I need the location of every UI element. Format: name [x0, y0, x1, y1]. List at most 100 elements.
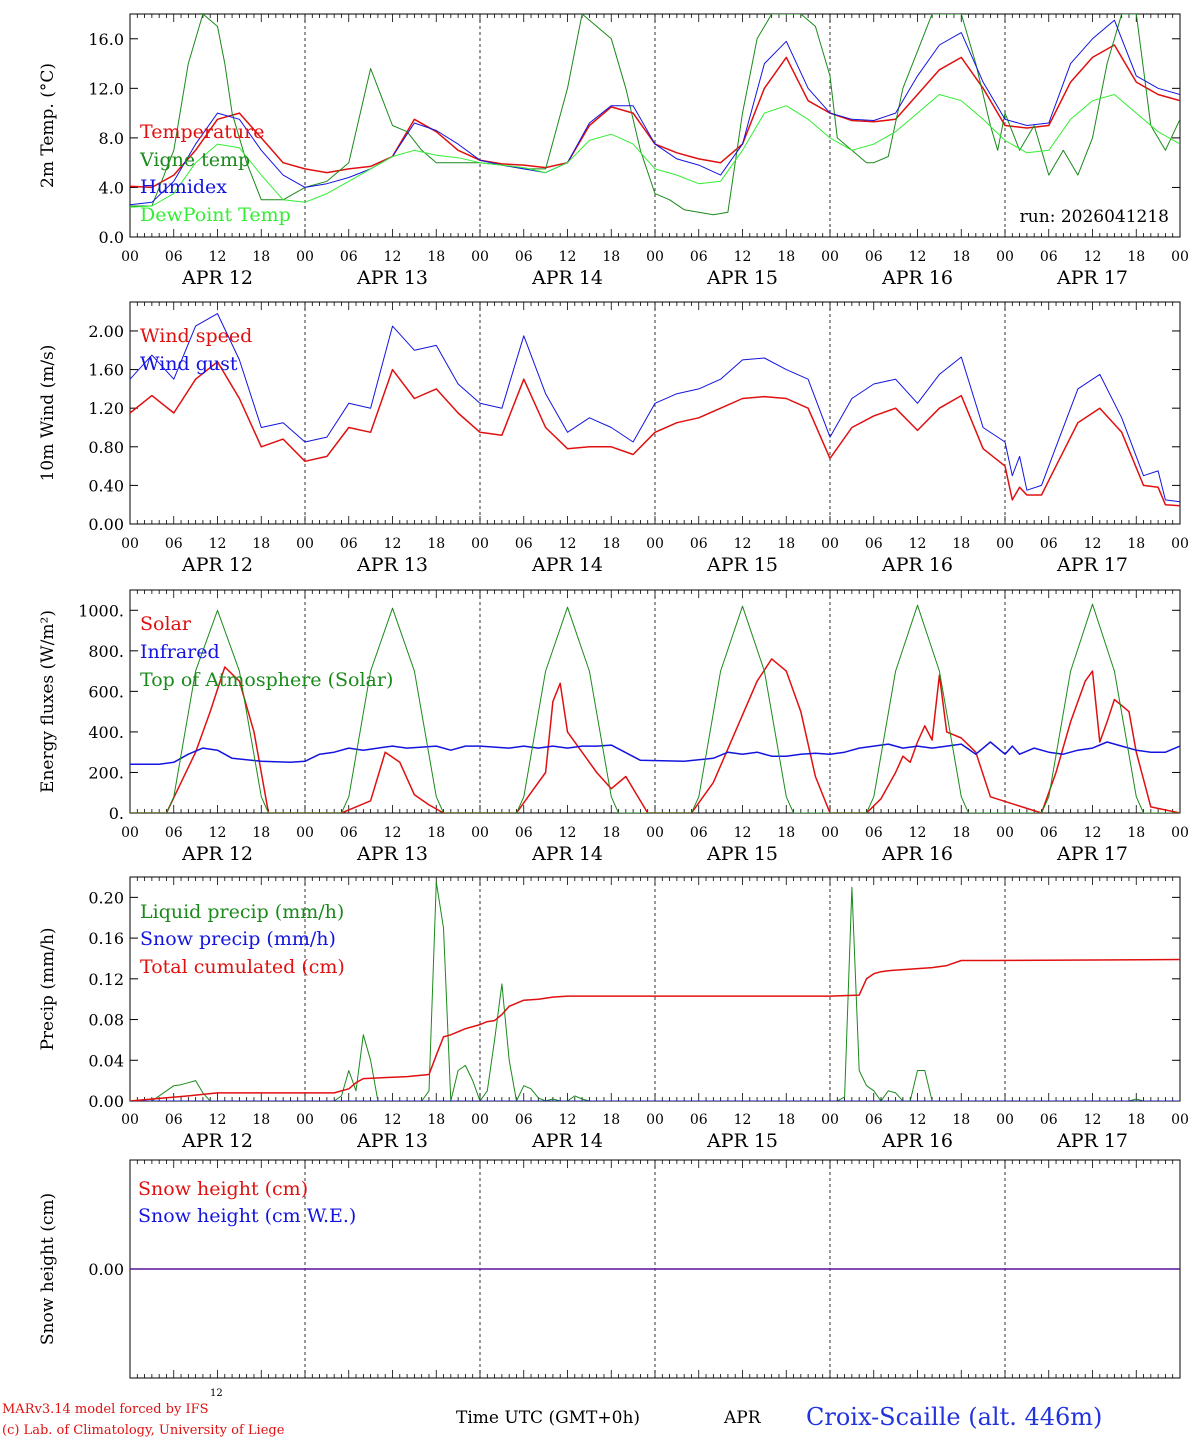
y-tick-label: 0.00 [88, 1260, 124, 1279]
model-credit: MARv3.14 model forced by IFS [2, 1402, 209, 1417]
x-tick-label: 00 [471, 825, 489, 841]
x-tick-label: 06 [515, 249, 533, 265]
day-label: APR 17 [1056, 554, 1128, 576]
x-tick-label: 12 [734, 249, 752, 265]
y-tick-label: 200. [88, 763, 124, 782]
x-tick-label: 06 [1040, 249, 1058, 265]
x-tick-label: 00 [121, 825, 139, 841]
x-tick-label: 06 [865, 536, 883, 552]
x-tick-label: 00 [996, 825, 1014, 841]
x-tick-label: 18 [1127, 1112, 1145, 1128]
legend-entry: Snow height (cm) [138, 1178, 308, 1200]
x-tick-label: 00 [821, 1112, 839, 1128]
x-tick-label: 00 [296, 825, 314, 841]
x-tick-label: 18 [1127, 249, 1145, 265]
x-tick-label: 06 [165, 1112, 183, 1128]
x-tick-label: 06 [515, 536, 533, 552]
day-label: APR 16 [881, 554, 953, 576]
y-tick-label: 0.80 [88, 438, 124, 457]
panel-3: 0. 200. 400. 600. 800. 1000. Energy fluxes (W/… [38, 589, 1189, 865]
x-tick-label: 06 [690, 1112, 708, 1128]
y-axis-label: Energy fluxes (W/m²) [38, 610, 58, 793]
x-tick-label: 18 [427, 249, 445, 265]
legend-entry: Temperature [140, 121, 264, 143]
y-axis-label: Snow height (cm) [38, 1193, 58, 1345]
day-label: APR 13 [356, 267, 428, 289]
legend-entry: Total cumulated (cm) [140, 956, 345, 978]
day-label: APR 12 [181, 1130, 253, 1152]
x-tick-label: 06 [1040, 1112, 1058, 1128]
x-tick-label: 00 [121, 1112, 139, 1128]
x-tick-label: 18 [602, 536, 620, 552]
y-tick-label: 8.0 [99, 129, 124, 148]
legend-entry: Wind gust [140, 353, 238, 375]
x-tick-label: 00 [296, 536, 314, 552]
y-tick-label: 0.00 [88, 1092, 124, 1111]
x-tick-label: 00 [1171, 249, 1189, 265]
y-tick-label: 4.0 [99, 178, 124, 197]
series-line-wind-gust [130, 313, 1180, 503]
legend-entry: Infrared [140, 641, 220, 663]
y-tick-label: 1000. [78, 601, 124, 620]
x-tick-label: 18 [252, 249, 270, 265]
day-label: APR 14 [531, 843, 603, 865]
day-label: APR 14 [531, 267, 603, 289]
x-tick-label: 12 [559, 536, 577, 552]
x-tick-label: 18 [777, 249, 795, 265]
x-tick-label: 12 [559, 249, 577, 265]
legend-entry: Wind speed [140, 325, 252, 347]
x-tick-label: 12 [909, 249, 927, 265]
x-tick-label: 12 [559, 825, 577, 841]
x-tick-label: 18 [602, 1112, 620, 1128]
y-tick-label: 0.16 [88, 929, 124, 948]
x-tick-label: 06 [165, 536, 183, 552]
y-tick-label: 1.60 [88, 361, 124, 380]
x-tick-label: 12 [384, 536, 402, 552]
legend-entry: Vigne temp [139, 149, 250, 171]
x-tick-label: 12 [209, 825, 227, 841]
day-label: APR 14 [531, 554, 603, 576]
month-label: APR [723, 1408, 762, 1428]
x-tick-label: 06 [1040, 825, 1058, 841]
legend-entry: DewPoint Temp [140, 204, 291, 226]
legend-entry: Humidex [140, 176, 227, 198]
x-tick-label: 06 [340, 1112, 358, 1128]
x-tick-label: 18 [427, 536, 445, 552]
x-tick-label: 18 [777, 1112, 795, 1128]
x-tick-label: 06 [340, 825, 358, 841]
panel-1: 0.0 4.0 8.0 12.0 16.0 2m Temp. (°C) 00 06 12 18 00… [38, 13, 1189, 289]
x-tick-label: 12 [909, 825, 927, 841]
day-label: APR 13 [356, 554, 428, 576]
day-label: APR 12 [181, 554, 253, 576]
day-label: APR 17 [1056, 267, 1128, 289]
x-tick-label: 06 [1040, 536, 1058, 552]
x-tick-label: 12 [384, 825, 402, 841]
x-tick-label: 06 [515, 825, 533, 841]
legend-entry: Top of Atmosphere (Solar) [140, 669, 393, 691]
station-title: Croix-Scaille (alt. 446m) [806, 1403, 1102, 1431]
y-tick-label: 0.00 [88, 515, 124, 534]
day-label: APR 12 [181, 267, 253, 289]
x-tick-label: 12 [734, 825, 752, 841]
x-tick-label: 18 [252, 825, 270, 841]
y-tick-label: 0. [109, 804, 124, 823]
x-tick-label: 00 [821, 825, 839, 841]
x-tick-label: 12 [384, 249, 402, 265]
x-tick-label: 00 [821, 536, 839, 552]
x-tick-label: 00 [646, 1112, 664, 1128]
x-tick-label: 06 [515, 1112, 533, 1128]
series-line-wind-speed [130, 361, 1180, 507]
day-label: APR 13 [356, 1130, 428, 1152]
x-tick-label: 12 [384, 1112, 402, 1128]
x-tick-label: 00 [1171, 1112, 1189, 1128]
day-label: APR 17 [1056, 843, 1128, 865]
x-tick-label: 12 [1084, 825, 1102, 841]
x-tick-label: 00 [1171, 536, 1189, 552]
x-tick-label: 18 [1127, 536, 1145, 552]
x-tick-label: 00 [296, 1112, 314, 1128]
series-line-total-cumulated-cm- [130, 958, 1180, 1101]
x-tick-label: 06 [690, 536, 708, 552]
x-tick-label: 18 [952, 1112, 970, 1128]
x-tick-label: 06 [340, 249, 358, 265]
day-label: APR 16 [881, 267, 953, 289]
